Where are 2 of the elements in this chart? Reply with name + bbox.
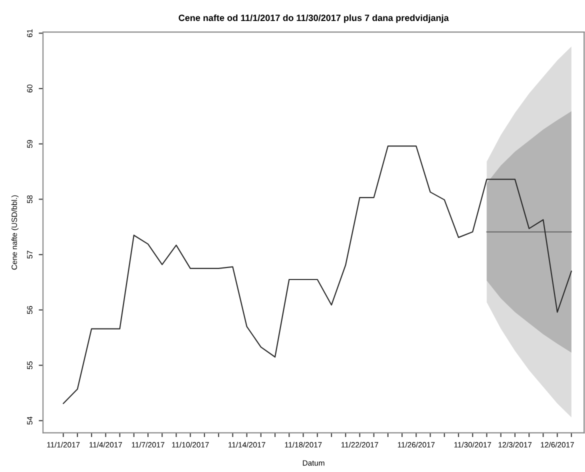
line-series bbox=[62, 146, 572, 404]
chart-title: Cene nafte od 11/1/2017 do 11/30/2017 plus 7 dana predvidjanja bbox=[178, 14, 449, 23]
